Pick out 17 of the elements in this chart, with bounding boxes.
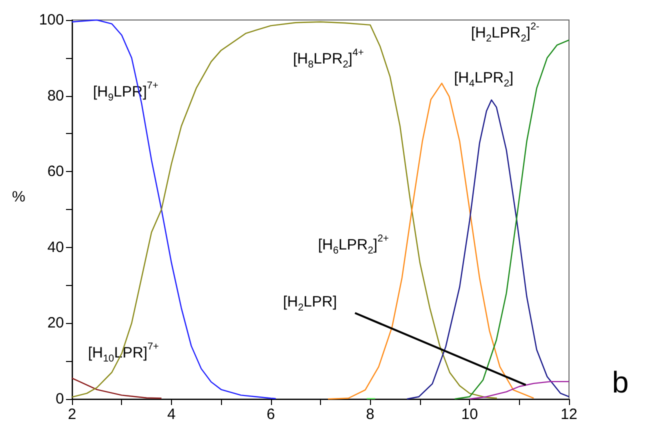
- line-series: [406, 99, 570, 400]
- x-tick-label: 12: [560, 406, 578, 423]
- y-tick-label: 0: [56, 390, 64, 408]
- x-tick-label: 6: [266, 406, 275, 423]
- line-series: [469, 380, 570, 400]
- y-axis-title: %: [12, 188, 26, 206]
- text: b: [612, 366, 629, 400]
- y-tick-label: 40: [47, 238, 64, 256]
- y-tick-label: 100: [38, 12, 64, 28]
- y-tick-label: 80: [47, 87, 64, 104]
- x-tick-label: 8: [366, 406, 374, 423]
- y-tick-label: 60: [47, 163, 64, 180]
- x-tick-label: 2: [68, 406, 76, 423]
- x-tick-label: 10: [461, 406, 478, 423]
- y-tick-label: 20: [47, 314, 64, 332]
- line-series: [71, 378, 162, 399]
- x-tick-label: 4: [167, 406, 176, 423]
